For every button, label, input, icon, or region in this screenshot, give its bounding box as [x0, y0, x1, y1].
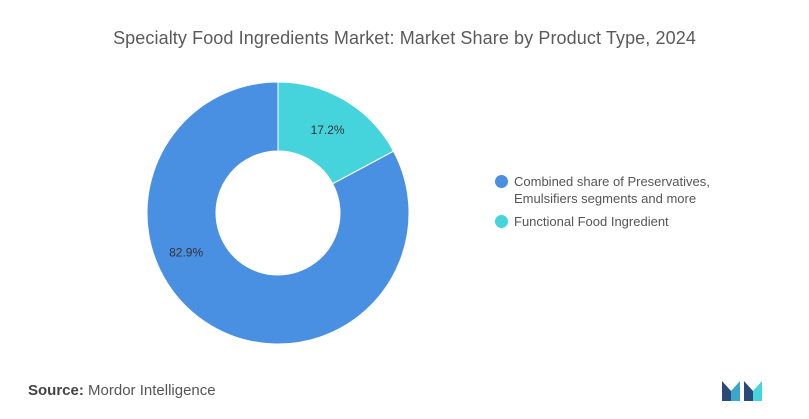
legend-item-functional-food: Functional Food Ingredient [495, 213, 775, 230]
legend-label-line: Combined share of Preservatives, [514, 174, 710, 189]
chart-title: Specialty Food Ingredients Market: Marke… [113, 28, 696, 48]
legend-label-combined-share: Combined share of Preservatives, Emulsif… [514, 173, 710, 207]
source-note: Source: Mordor Intelligence [28, 382, 216, 399]
data-label-functional-food: 17.2% [311, 123, 345, 137]
legend-label-line: Functional Food Ingredient [514, 214, 669, 229]
donut-slice-combined-share [146, 81, 410, 345]
donut-chart: 17.2% 82.9% [146, 81, 410, 345]
source-value: Mordor Intelligence [88, 382, 216, 399]
legend-item-combined-share: Combined share of Preservatives, Emulsif… [495, 173, 775, 207]
legend-label-functional-food: Functional Food Ingredient [514, 213, 669, 230]
legend-swatch-functional-food [495, 215, 508, 228]
mordor-intelligence-logo-icon [722, 381, 762, 401]
source-label: Source: [28, 382, 84, 399]
legend-label-line: Emulsifiers segments and more [514, 191, 697, 206]
legend: Combined share of Preservatives, Emulsif… [495, 173, 775, 236]
data-label-combined-share: 82.9% [169, 246, 203, 260]
legend-swatch-combined-share [495, 175, 508, 188]
